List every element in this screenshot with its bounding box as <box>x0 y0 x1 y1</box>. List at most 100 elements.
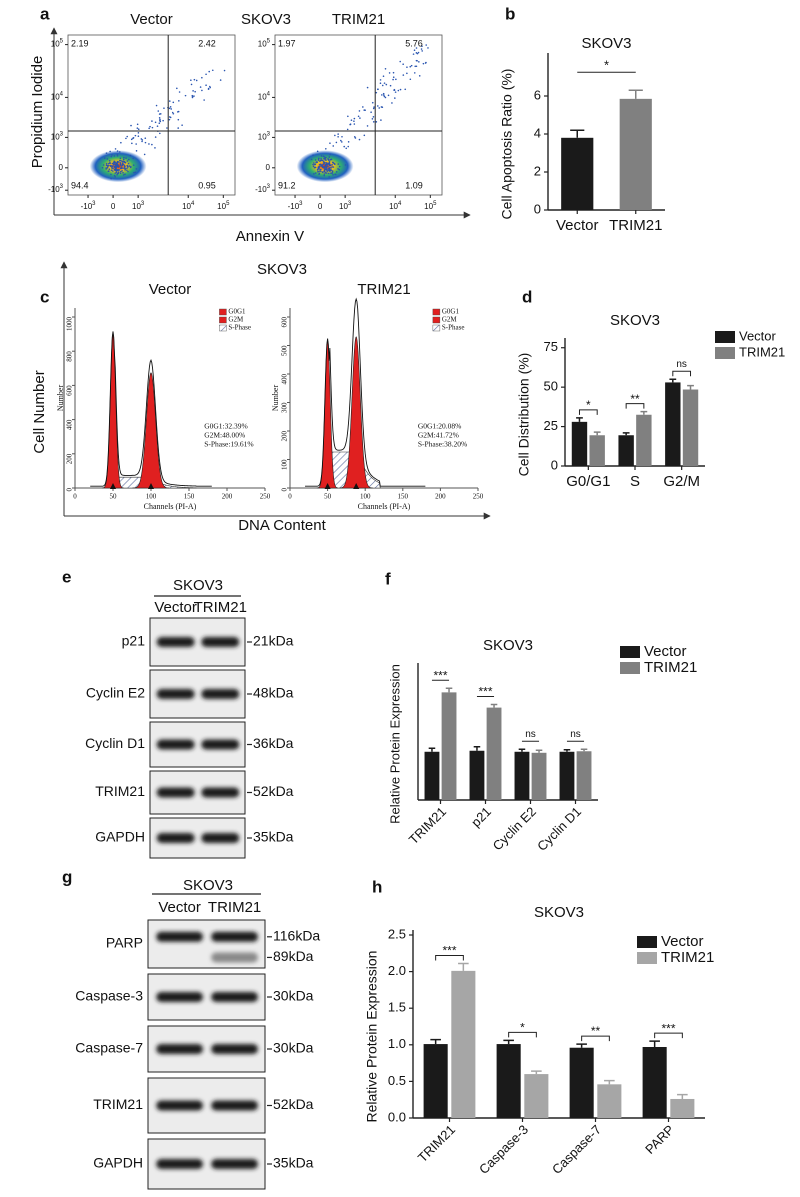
legend-label: S-Phase <box>228 324 251 332</box>
significance-label: ** <box>630 392 640 406</box>
event-dot <box>317 159 320 161</box>
event-dot <box>112 170 114 172</box>
size-label: 30kDa <box>273 988 314 1004</box>
bar <box>561 137 594 210</box>
event-dot <box>122 171 124 174</box>
event-dot <box>331 163 333 166</box>
event-dot <box>377 105 379 107</box>
event-dot <box>193 95 195 97</box>
error-bar <box>535 749 543 753</box>
x-tick-label: 100 <box>146 493 157 501</box>
x-tick-label-exp: 5 <box>433 201 437 207</box>
event-dot <box>402 63 404 66</box>
x-tick-label-base: 10 <box>132 202 141 211</box>
x-tick-label-base: 10 <box>217 202 226 211</box>
event-dot <box>131 142 133 145</box>
event-dot <box>319 163 322 166</box>
event-dot <box>172 112 175 115</box>
event-dot <box>314 166 317 169</box>
legend-label: TRIM21 <box>644 659 697 676</box>
x-tick-label: 103 <box>132 201 145 212</box>
significance-label: ns <box>676 359 687 370</box>
event-dot <box>169 106 172 108</box>
event-dot <box>372 121 375 123</box>
x-tick-label: Cyclin D1 <box>534 804 584 854</box>
event-dot <box>312 165 315 168</box>
panel-letter: h <box>372 877 382 896</box>
event-dot <box>144 141 147 144</box>
event-dot <box>338 168 341 171</box>
plot-title: TRIM21 <box>332 11 385 28</box>
event-dot <box>410 64 413 67</box>
event-dot <box>344 164 347 166</box>
axis-sublabel: Number <box>271 385 280 412</box>
event-dot <box>334 134 336 137</box>
y-tick-label-exp: 3 <box>267 131 271 137</box>
phase-stat: G2M:48.00% <box>204 431 245 440</box>
phase-peak <box>339 336 373 489</box>
error-bar <box>677 1093 688 1099</box>
peak-marker <box>110 483 116 489</box>
event-dot <box>325 164 327 166</box>
event-dot <box>223 69 226 72</box>
significance-label: ns <box>525 729 536 740</box>
event-dot <box>316 168 319 171</box>
event-dot <box>159 118 161 121</box>
event-dot <box>340 141 343 143</box>
x-tick-label: 0 <box>318 202 323 211</box>
y-tick-label: 300 <box>281 402 289 413</box>
significance-label: * <box>604 58 609 73</box>
event-dot <box>318 170 320 173</box>
x-tick-label: 105 <box>217 201 230 212</box>
y-tick-label: 2.5 <box>388 926 406 941</box>
quadrant-value: 94.4 <box>71 180 89 190</box>
y-tick-label-exp: 5 <box>60 38 64 44</box>
event-dot <box>116 160 119 163</box>
event-dot <box>111 165 114 168</box>
peak-marker <box>324 483 331 489</box>
event-dot <box>141 139 144 141</box>
x-tick-label: 250 <box>473 493 484 501</box>
protein-label: Cyclin E2 <box>86 685 145 701</box>
x-tick-label: 100 <box>360 493 371 501</box>
event-dot <box>373 106 375 108</box>
event-dot <box>372 116 375 118</box>
significance-bracket <box>672 370 692 377</box>
event-dot <box>330 172 332 174</box>
event-dot <box>114 161 117 163</box>
significance-label: ** <box>591 1024 601 1038</box>
y-tick-label: 200 <box>281 431 289 442</box>
significance-label: * <box>520 1021 525 1035</box>
bar <box>469 750 485 800</box>
significance-label: *** <box>442 944 456 958</box>
event-dot <box>332 162 335 164</box>
lane-label: Vector <box>154 599 197 616</box>
event-dot <box>384 96 387 99</box>
event-dot <box>392 76 395 79</box>
error-bar <box>503 1039 514 1045</box>
event-dot <box>201 89 203 92</box>
event-dot <box>383 82 386 84</box>
event-dot <box>380 119 382 121</box>
event-dot <box>316 150 319 153</box>
significance-bracket <box>578 409 598 415</box>
event-dot <box>178 91 181 93</box>
error-bar <box>428 747 436 752</box>
x-tick-label: 250 <box>260 493 271 501</box>
legend-label: TRIM21 <box>739 344 785 359</box>
event-dot <box>123 161 125 163</box>
legend-swatch <box>620 662 640 674</box>
event-dot <box>337 135 339 138</box>
event-dot <box>337 133 339 135</box>
event-dot <box>402 74 405 76</box>
phase-stat: G0G1:32.39% <box>204 422 248 431</box>
protein-band <box>211 1159 258 1169</box>
event-dot <box>378 107 381 109</box>
event-dot <box>343 145 346 148</box>
event-dot <box>176 87 178 90</box>
event-dot <box>347 145 350 148</box>
event-dot <box>320 158 322 160</box>
protein-band <box>211 992 258 1002</box>
event-dot <box>406 66 408 68</box>
event-dot <box>335 171 338 173</box>
